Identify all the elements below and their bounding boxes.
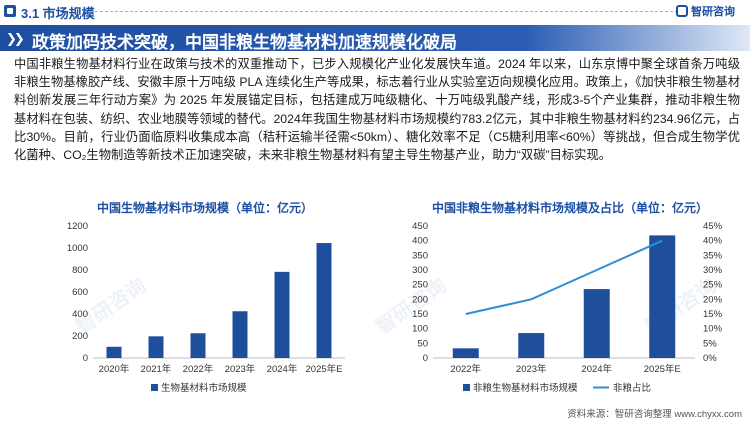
- chevron-icon: ❯❯: [6, 31, 25, 46]
- y-tick-label: 1200: [67, 221, 88, 232]
- y-tick-label: 400: [412, 236, 428, 247]
- data-source: 资料来源：智研咨询整理 www.chyxx.com: [567, 409, 742, 420]
- logo-mark-icon: [676, 5, 688, 17]
- y2-tick-label: 30%: [703, 265, 723, 276]
- non-grain-combo-chart: 中国非粮生物基材料市场规模及占比（单位：亿元） 0 50 100 150 200 250 30…: [405, 198, 750, 408]
- bar: [232, 311, 248, 358]
- bar: [518, 333, 545, 358]
- y-tick-label: 400: [72, 309, 88, 320]
- headline-title: 政策加码技术突破，中国非粮生物基材料加速规模化破局: [32, 33, 457, 52]
- y-tick-label: 50: [417, 338, 428, 349]
- y-tick-label: 200: [412, 294, 428, 305]
- x-tick-label: 2022年: [183, 363, 214, 375]
- bar: [148, 336, 164, 358]
- x-tick-label: 2025年E: [306, 363, 343, 375]
- y-tick-label: 100: [412, 324, 428, 335]
- y-tick-label: 350: [412, 250, 428, 261]
- chart-title: 中国非粮生物基材料市场规模及占比（单位：亿元）: [432, 200, 708, 215]
- y-tick-label: 800: [72, 265, 88, 276]
- y2-tick-label: 35%: [703, 250, 723, 261]
- x-tick-label: 2025年E: [644, 363, 681, 375]
- y-tick-label: 600: [72, 287, 88, 298]
- x-tick-label: 2023年: [225, 363, 256, 375]
- bar: [274, 271, 290, 358]
- section-icon: [4, 5, 16, 17]
- y-tick-label: 0: [83, 353, 88, 364]
- y2-tick-label: 25%: [703, 280, 723, 291]
- x-tick-label: 2023年: [516, 363, 547, 375]
- legend-swatch: [151, 384, 158, 391]
- bar: [106, 346, 122, 358]
- page-header: 3.1 市场规模 智研咨询: [0, 0, 750, 22]
- y-tick-label: 1000: [67, 243, 88, 254]
- legend-label: 生物基材料市场规模: [161, 382, 247, 394]
- y-tick-label: 250: [412, 280, 428, 291]
- y-tick-label: 200: [72, 331, 88, 342]
- bar: [316, 243, 332, 358]
- y2-tick-label: 45%: [703, 221, 723, 232]
- legend-label: 非粮占比: [613, 382, 651, 394]
- y-tick-label: 150: [412, 309, 428, 320]
- bar: [452, 348, 479, 358]
- y-tick-label: 450: [412, 221, 428, 232]
- y2-tick-label: 10%: [703, 324, 723, 335]
- non-grain-chart-svg: 中国非粮生物基材料市场规模及占比（单位：亿元） 0 50 100 150 200 250 30…: [412, 200, 723, 394]
- logo-text: 智研咨询: [691, 6, 735, 18]
- x-tick-label: 2022年: [450, 363, 481, 375]
- y2-tick-label: 5%: [703, 338, 717, 349]
- y2-tick-label: 0%: [703, 353, 717, 364]
- body-paragraph: 中国非粮生物基材料行业在政策与技术的双重推动下，已步入规模化产业化发展快车道。2…: [14, 57, 740, 163]
- x-tick-label: 2024年: [581, 363, 612, 375]
- x-tick-label: 2020年: [99, 363, 130, 375]
- market-size-chart-svg: 中国生物基材料市场规模（单位：亿元） 0 200 400 600 800 1000 1200 2…: [67, 200, 345, 394]
- x-tick-label: 2024年: [267, 363, 298, 375]
- y-tick-label: 0: [423, 353, 428, 364]
- y2-tick-label: 15%: [703, 309, 723, 320]
- ratio-line: [465, 239, 663, 315]
- y-tick-label: 300: [412, 265, 428, 276]
- chart-title: 中国生物基材料市场规模（单位：亿元）: [97, 200, 313, 215]
- legend-label: 非粮生物基材料市场规模: [473, 382, 578, 394]
- bar: [583, 289, 610, 358]
- bar: [649, 235, 676, 358]
- y2-tick-label: 20%: [703, 294, 723, 305]
- bar: [190, 333, 206, 358]
- section-title: 3.1 市场规模: [21, 6, 95, 21]
- legend-swatch: [463, 384, 470, 391]
- x-tick-label: 2021年: [141, 363, 172, 375]
- market-size-bar-chart: 中国生物基材料市场规模（单位：亿元） 0 200 400 600 800 1000 1200 2…: [55, 198, 355, 408]
- headline-banner: ❯❯ 政策加码技术突破，中国非粮生物基材料加速规模化破局: [0, 25, 750, 52]
- header-divider: [90, 11, 678, 12]
- brand-logo: 智研咨询: [676, 3, 744, 19]
- y2-tick-label: 40%: [703, 236, 723, 247]
